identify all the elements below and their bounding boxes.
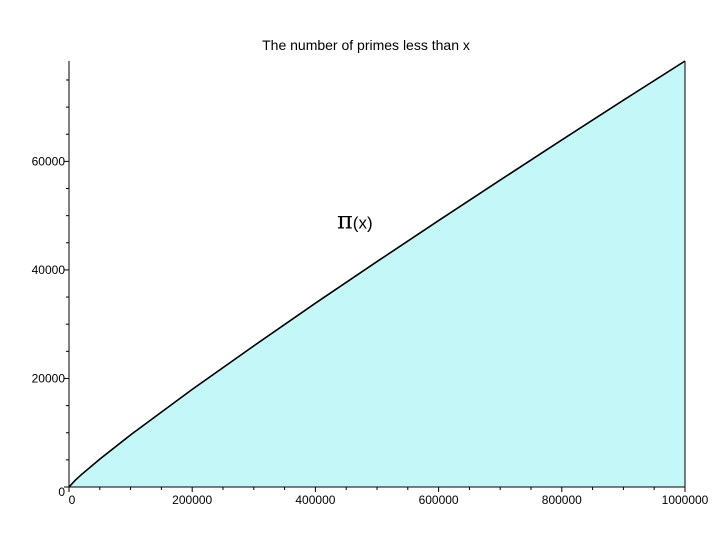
x-tick-label: 600000 — [419, 493, 459, 507]
x-tick-label: 800000 — [542, 493, 582, 507]
x-tick-label: 1000000 — [662, 493, 709, 507]
pi-annotation: π(x) — [337, 207, 373, 235]
y-tick-label: 40000 — [32, 263, 66, 277]
plot-area: 0 200000 400000 600000 800000 1000000 0 20000 40… — [32, 60, 709, 507]
y-tick-label: 0 — [58, 485, 65, 499]
pi-curve-line — [68, 60, 686, 488]
pi-symbol: π — [337, 207, 353, 235]
chart-title: The number of primes less than x — [262, 37, 470, 53]
y-tick-label: 20000 — [32, 371, 66, 385]
pi-argument: (x) — [353, 214, 373, 233]
x-tick-label: 0 — [69, 493, 76, 507]
area-fill — [69, 61, 685, 487]
x-tick-label: 400000 — [295, 493, 335, 507]
x-tick-label: 200000 — [172, 493, 212, 507]
y-tick-label: 60000 — [32, 154, 66, 168]
